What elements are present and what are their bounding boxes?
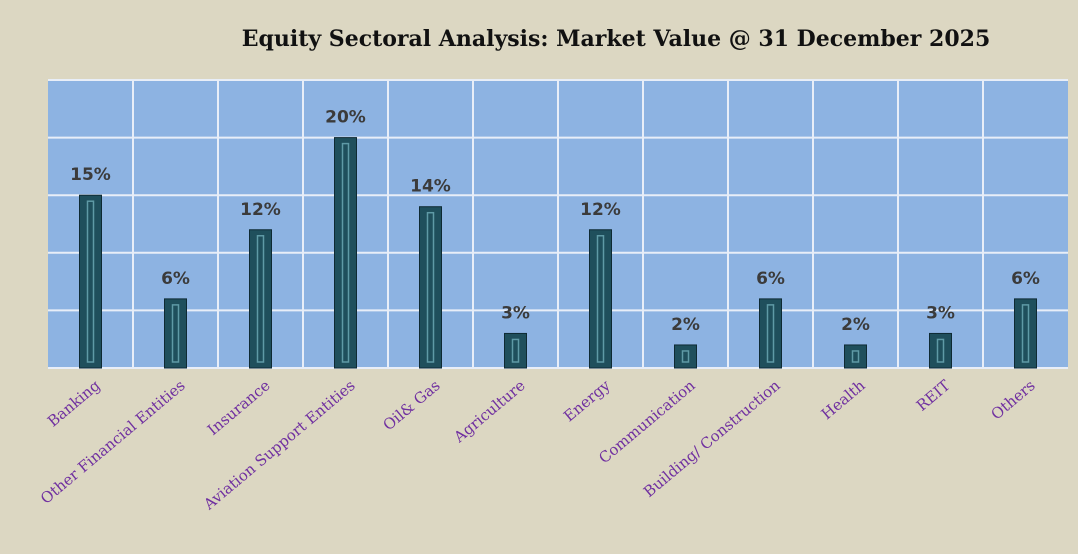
- data-label: 3%: [501, 303, 530, 323]
- bar-highlight: [681, 350, 690, 363]
- bar-highlight: [341, 142, 350, 363]
- bar-highlight: [596, 235, 605, 363]
- bar: [504, 332, 527, 369]
- bar: [334, 137, 357, 369]
- chart-title: Equity Sectoral Analysis: Market Value @…: [242, 26, 991, 52]
- bar-highlight: [171, 304, 180, 363]
- bar-highlight: [511, 338, 520, 363]
- data-label: 2%: [841, 315, 870, 335]
- data-label: 15%: [70, 165, 111, 185]
- bar: [164, 298, 187, 369]
- bar: [249, 229, 272, 369]
- data-label: 12%: [240, 200, 281, 220]
- data-label: 20%: [325, 108, 366, 128]
- bar-highlight: [1021, 304, 1030, 363]
- bar: [419, 206, 442, 369]
- data-label: 6%: [756, 269, 785, 289]
- bar-highlight: [86, 200, 95, 363]
- bar: [79, 194, 102, 369]
- bar: [929, 332, 952, 369]
- data-label: 6%: [161, 269, 190, 289]
- bar-highlight: [766, 304, 775, 363]
- data-label: 6%: [1011, 269, 1040, 289]
- bar: [674, 344, 697, 369]
- data-label: 12%: [580, 200, 621, 220]
- data-label: 2%: [671, 315, 700, 335]
- data-label: 14%: [410, 177, 451, 197]
- bar-highlight: [426, 211, 435, 363]
- bar-highlight: [936, 338, 945, 363]
- bar-highlight: [851, 350, 860, 363]
- bar-highlight: [256, 235, 265, 363]
- bar: [844, 344, 867, 369]
- bar: [759, 298, 782, 369]
- data-label: 3%: [926, 303, 955, 323]
- bar: [589, 229, 612, 369]
- bar: [1014, 298, 1037, 369]
